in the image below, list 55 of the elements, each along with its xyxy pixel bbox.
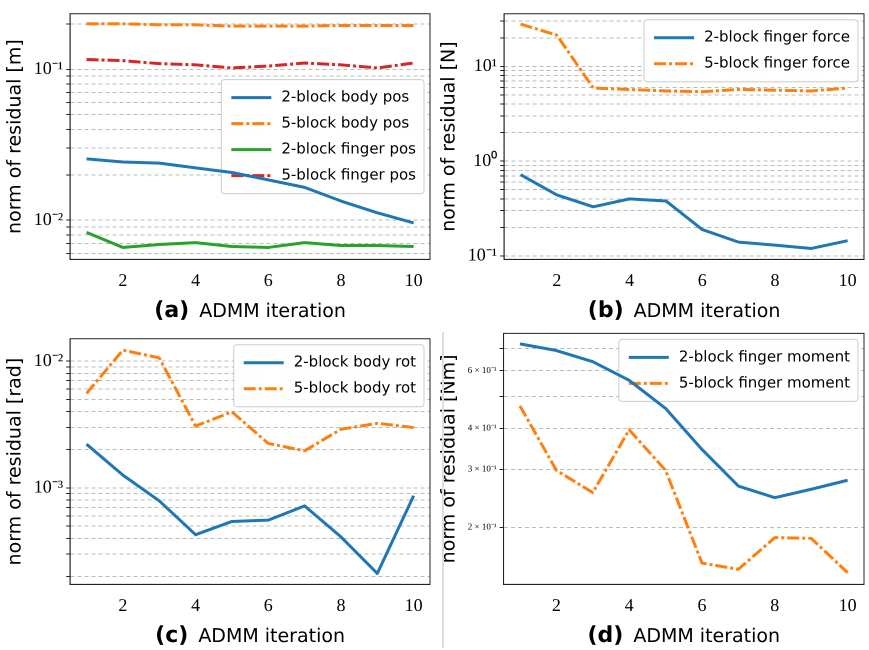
text: (b)	[588, 298, 624, 323]
x-tick-label: 10	[838, 594, 857, 615]
y-axis-title: norm of residual [N]	[437, 41, 460, 232]
x-tick-label: 2	[118, 594, 128, 615]
x-tick-label: 8	[336, 270, 346, 290]
y-tick-label: 10⁻³	[34, 476, 64, 497]
x-tick-label: 4	[624, 594, 634, 615]
legend-label: 2-block body pos	[281, 87, 410, 106]
x-tick-label: 4	[191, 594, 200, 615]
x-axis-title: ADMM iteration	[634, 300, 780, 322]
x-axis-title: ADMM iteration	[199, 300, 346, 322]
y-tick-label: 2 × 10⁻¹	[468, 522, 497, 532]
legend-label: 5-block finger pos	[281, 165, 416, 184]
x-tick-label: 4	[191, 270, 200, 290]
legend-label: 2-block finger pos	[281, 139, 416, 158]
x-tick-label: 8	[770, 270, 780, 290]
x-axis-title: ADMM iteration	[633, 625, 780, 647]
x-tick-label: 6	[264, 270, 273, 290]
legend-label: 5-block body pos	[281, 113, 410, 132]
x-axis-title: ADMM iteration	[198, 625, 346, 647]
y-tick-label: 4 × 10⁻¹	[468, 422, 497, 433]
x-tick-label: 10	[404, 270, 423, 290]
x-tick-label: 6	[697, 594, 706, 615]
legend-label: 5-block finger force	[704, 54, 850, 72]
y-tick-label: 10⁻¹	[34, 58, 64, 78]
x-tick-label: 2	[552, 270, 562, 290]
line-series	[85, 348, 416, 452]
x-tick-label: 2	[118, 270, 128, 290]
x-tick-label: 2	[552, 594, 561, 615]
y-tick-label: 10⁻¹	[468, 244, 498, 265]
x-tick-label: 4	[625, 270, 634, 290]
x-tick-label: 6	[264, 594, 273, 615]
x-tick-label: 8	[336, 594, 346, 615]
y-tick-label: 10¹	[474, 55, 498, 76]
line-series	[85, 58, 416, 70]
legend-label: 5-block finger moment	[678, 373, 850, 392]
x-tick-label: 6	[698, 270, 707, 290]
text: (d)	[588, 623, 624, 648]
x-tick-label: 10	[838, 270, 857, 290]
y-tick-label: 10⁰	[473, 150, 498, 170]
legend-label: 2-block finger moment	[678, 347, 850, 366]
y-tick-label: 10⁻²	[34, 208, 64, 229]
text: (c)	[155, 623, 188, 648]
y-tick-label: 10⁻²	[34, 350, 64, 370]
y-tick-label: 3 × 10⁻¹	[468, 464, 497, 474]
y-tick-label: 6 × 10⁻¹	[468, 364, 497, 375]
legend-label: 2-block finger force	[704, 28, 850, 46]
x-tick-label: 8	[770, 594, 780, 615]
legend-label: 5-block body rot	[294, 378, 416, 397]
text: (a)	[154, 298, 190, 323]
line-series	[518, 404, 850, 574]
y-axis-title: norm of residual [rad]	[3, 358, 26, 566]
y-axis-title: norm of residual [m]	[3, 39, 26, 234]
legend-label: 2-block body rot	[294, 352, 416, 371]
x-tick-label: 10	[404, 594, 423, 615]
